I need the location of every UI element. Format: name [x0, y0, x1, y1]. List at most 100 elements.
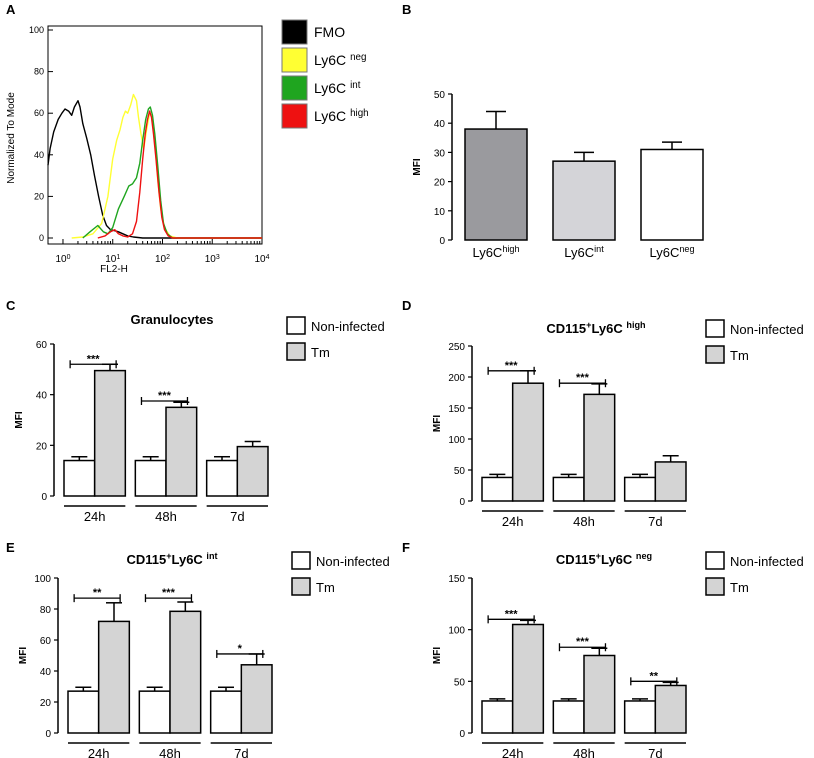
y-tick-label: 100 [448, 435, 465, 446]
legend-swatch [286, 342, 306, 361]
y-axis-label: MFI [14, 411, 25, 428]
panel-letter-e: E [6, 540, 15, 555]
bar-tm [169, 610, 202, 734]
panel-letter-b: B [402, 2, 411, 17]
histogram-curve-2 [71, 93, 262, 239]
significance-stars: *** [162, 587, 176, 599]
x-tick-exponent: 2 [166, 254, 170, 261]
significance-stars: *** [87, 353, 101, 365]
y-tick-label: 60 [34, 108, 44, 118]
x-category-label: 7d [648, 746, 662, 758]
legend-label-base: FMO [314, 24, 345, 40]
bar-non-infected [481, 476, 514, 502]
legend-label: Ly6C int [314, 80, 361, 97]
bar-tm [511, 382, 545, 502]
category-sup: neg [679, 244, 694, 254]
bar-non-infected [63, 459, 96, 497]
x-axis-label: FL2-H [100, 264, 128, 275]
panel-letter-f: F [402, 540, 410, 555]
category-sup: high [502, 244, 519, 254]
bar-non-infected [67, 690, 100, 734]
legend-label: FMO [314, 24, 345, 40]
y-axis-label: MFI [18, 647, 29, 664]
legend-label-base: Ly6C [314, 80, 350, 96]
x-category-label: 48h [159, 746, 181, 758]
chart-title: CD115+Ly6C high [546, 320, 645, 336]
x-tick-label: 102 [155, 254, 170, 266]
significance-stars: *** [576, 636, 590, 648]
y-tick-label: 40 [40, 667, 52, 678]
x-tick-base: 10 [105, 254, 117, 265]
panel-f: CD115+Ly6C neg 0 50 100 150 MFI *** 24h *** 48h **… [432, 551, 804, 758]
y-tick-label: 0 [459, 729, 465, 740]
bar-non-infected [481, 700, 514, 734]
bar-tm [654, 461, 687, 502]
significance-stars: * [238, 643, 243, 655]
x-tick-base: 10 [254, 254, 266, 265]
title-sup2: high [626, 320, 645, 330]
panel-d: CD115+Ly6C high 0 50 100 150 200 250 MFI *** 24h *… [432, 319, 804, 529]
x-category-label: Ly6Cneg [649, 244, 694, 260]
legend-swatch [705, 345, 725, 364]
legend-label: Ly6C high [314, 108, 369, 125]
y-axis-label: MFI [412, 158, 423, 175]
bar [552, 160, 616, 241]
y-tick-label: 40 [36, 391, 48, 402]
panel-letter-c: C [6, 298, 16, 313]
x-category-label: 24h [502, 746, 524, 758]
y-tick-label: 10 [434, 207, 446, 218]
chart-title: CD115+Ly6C int [126, 551, 217, 567]
x-category-label: 48h [155, 509, 177, 524]
panel-e: CD115+Ly6C int 0 20 40 60 80 100 MFI ** 24h *** 48h… [18, 551, 390, 758]
histogram-curve-4 [97, 110, 262, 239]
bar [464, 128, 528, 241]
significance-stars: *** [505, 360, 519, 372]
x-tick-exponent: 1 [116, 254, 120, 261]
y-axis-label: Normalized To Mode [6, 92, 17, 184]
title-base: Granulocytes [130, 312, 213, 327]
x-tick-exponent: 4 [266, 254, 270, 261]
x-category-label: 24h [502, 514, 524, 529]
y-tick-label: 60 [40, 636, 52, 647]
x-category-label: 7d [230, 509, 244, 524]
legend-label-sup: high [350, 108, 369, 119]
legend-swatch [281, 103, 308, 129]
category-base: Ly6C [564, 245, 594, 260]
y-tick-label: 50 [454, 466, 466, 477]
x-category-label: Ly6Cint [564, 244, 604, 260]
legend-label-sup: int [350, 80, 361, 91]
legend-swatch [705, 577, 725, 596]
category-sup: int [594, 244, 604, 254]
panel-c: Granulocytes 0 20 40 60 MFI *** 24h *** 48h 7d Non-… [14, 312, 385, 524]
x-tick-label: 104 [254, 254, 269, 266]
bar-non-infected [552, 700, 585, 734]
panel-letter-a: A [6, 2, 16, 17]
panel-letter-d: D [402, 298, 411, 313]
legend-label-sup: neg [350, 52, 366, 63]
legend-swatch [291, 577, 311, 596]
bar-tm [165, 406, 198, 497]
x-tick-label: 103 [205, 254, 220, 266]
bar-tm [236, 445, 269, 497]
y-tick-label: 250 [448, 342, 465, 353]
legend-swatch [281, 19, 308, 45]
bar-tm [583, 654, 616, 734]
y-tick-label: 50 [454, 677, 466, 688]
y-tick-label: 0 [459, 497, 465, 508]
x-category-label: 7d [234, 746, 248, 758]
significance-stars: ** [650, 670, 659, 682]
y-tick-label: 0 [41, 492, 47, 503]
histogram-curve-1 [47, 99, 262, 239]
y-tick-label: 150 [448, 574, 465, 585]
x-tick-label: 100 [55, 254, 70, 266]
bar-non-infected [138, 690, 171, 734]
x-tick-exponent: 0 [67, 254, 71, 261]
legend-label: Non-infected [730, 322, 804, 337]
bar-tm [97, 620, 131, 734]
y-tick-label: 60 [36, 340, 48, 351]
category-base: Ly6C [472, 245, 502, 260]
y-tick-label: 200 [448, 373, 465, 384]
title-sup: + [166, 551, 171, 561]
